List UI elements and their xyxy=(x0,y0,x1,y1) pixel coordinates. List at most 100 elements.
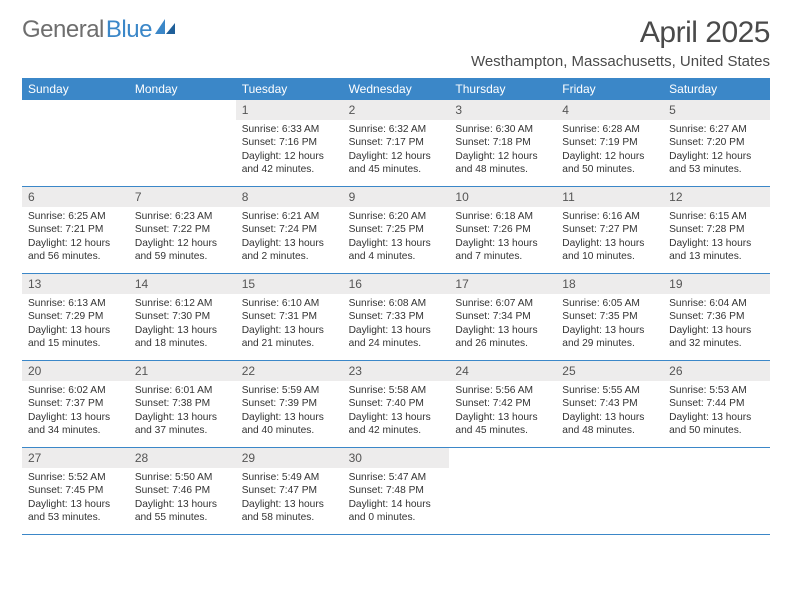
day-details: Sunrise: 6:25 AMSunset: 7:21 PMDaylight:… xyxy=(22,207,129,268)
day-sunset: Sunset: 7:24 PM xyxy=(242,223,337,236)
month-title: April 2025 xyxy=(471,16,770,50)
day-sunrise: Sunrise: 5:59 AM xyxy=(242,384,337,397)
day-details: Sunrise: 5:47 AMSunset: 7:48 PMDaylight:… xyxy=(343,468,450,529)
day-details: Sunrise: 6:20 AMSunset: 7:25 PMDaylight:… xyxy=(343,207,450,268)
day-day2: and 34 minutes. xyxy=(28,424,123,437)
day-number: 14 xyxy=(129,274,236,294)
day-day1: Daylight: 13 hours xyxy=(455,237,550,250)
day-details: Sunrise: 5:59 AMSunset: 7:39 PMDaylight:… xyxy=(236,381,343,442)
calendar-week: 1Sunrise: 6:33 AMSunset: 7:16 PMDaylight… xyxy=(22,100,770,187)
day-day2: and 56 minutes. xyxy=(28,250,123,263)
day-sunset: Sunset: 7:28 PM xyxy=(669,223,764,236)
calendar-day: 16Sunrise: 6:08 AMSunset: 7:33 PMDayligh… xyxy=(343,274,450,360)
calendar-day: 30Sunrise: 5:47 AMSunset: 7:48 PMDayligh… xyxy=(343,448,450,534)
calendar-day: 21Sunrise: 6:01 AMSunset: 7:38 PMDayligh… xyxy=(129,361,236,447)
day-details: Sunrise: 5:49 AMSunset: 7:47 PMDaylight:… xyxy=(236,468,343,529)
day-sunset: Sunset: 7:26 PM xyxy=(455,223,550,236)
day-details: Sunrise: 6:16 AMSunset: 7:27 PMDaylight:… xyxy=(556,207,663,268)
day-day2: and 40 minutes. xyxy=(242,424,337,437)
day-day2: and 2 minutes. xyxy=(242,250,337,263)
day-details: Sunrise: 6:05 AMSunset: 7:35 PMDaylight:… xyxy=(556,294,663,355)
calendar-day: 23Sunrise: 5:58 AMSunset: 7:40 PMDayligh… xyxy=(343,361,450,447)
day-day2: and 53 minutes. xyxy=(669,163,764,176)
day-sunrise: Sunrise: 6:13 AM xyxy=(28,297,123,310)
day-sunset: Sunset: 7:44 PM xyxy=(669,397,764,410)
day-sunrise: Sunrise: 6:23 AM xyxy=(135,210,230,223)
day-number: 17 xyxy=(449,274,556,294)
day-number: 16 xyxy=(343,274,450,294)
day-details: Sunrise: 6:18 AMSunset: 7:26 PMDaylight:… xyxy=(449,207,556,268)
day-sunrise: Sunrise: 6:21 AM xyxy=(242,210,337,223)
calendar-day: 2Sunrise: 6:32 AMSunset: 7:17 PMDaylight… xyxy=(343,100,450,186)
day-day1: Daylight: 13 hours xyxy=(135,324,230,337)
day-number: 1 xyxy=(236,100,343,120)
calendar-day: 24Sunrise: 5:56 AMSunset: 7:42 PMDayligh… xyxy=(449,361,556,447)
day-day2: and 55 minutes. xyxy=(135,511,230,524)
day-day2: and 24 minutes. xyxy=(349,337,444,350)
day-sunrise: Sunrise: 5:58 AM xyxy=(349,384,444,397)
day-day2: and 50 minutes. xyxy=(669,424,764,437)
weekday-header: Monday xyxy=(129,78,236,100)
calendar-day: 6Sunrise: 6:25 AMSunset: 7:21 PMDaylight… xyxy=(22,187,129,273)
day-sunset: Sunset: 7:37 PM xyxy=(28,397,123,410)
day-number: 6 xyxy=(22,187,129,207)
calendar-day xyxy=(129,100,236,186)
day-number: 12 xyxy=(663,187,770,207)
day-sunrise: Sunrise: 6:01 AM xyxy=(135,384,230,397)
day-day1: Daylight: 14 hours xyxy=(349,498,444,511)
day-day1: Daylight: 13 hours xyxy=(562,324,657,337)
calendar-day: 8Sunrise: 6:21 AMSunset: 7:24 PMDaylight… xyxy=(236,187,343,273)
day-sunrise: Sunrise: 6:07 AM xyxy=(455,297,550,310)
day-day1: Daylight: 13 hours xyxy=(28,324,123,337)
day-sunrise: Sunrise: 6:33 AM xyxy=(242,123,337,136)
calendar-day: 11Sunrise: 6:16 AMSunset: 7:27 PMDayligh… xyxy=(556,187,663,273)
day-number: 20 xyxy=(22,361,129,381)
day-number: 4 xyxy=(556,100,663,120)
day-day2: and 37 minutes. xyxy=(135,424,230,437)
calendar-day: 13Sunrise: 6:13 AMSunset: 7:29 PMDayligh… xyxy=(22,274,129,360)
day-sunrise: Sunrise: 6:10 AM xyxy=(242,297,337,310)
day-sunset: Sunset: 7:47 PM xyxy=(242,484,337,497)
day-day2: and 42 minutes. xyxy=(242,163,337,176)
calendar-week: 27Sunrise: 5:52 AMSunset: 7:45 PMDayligh… xyxy=(22,448,770,535)
weekday-header: Wednesday xyxy=(343,78,450,100)
calendar-day: 15Sunrise: 6:10 AMSunset: 7:31 PMDayligh… xyxy=(236,274,343,360)
day-number: 7 xyxy=(129,187,236,207)
day-day2: and 13 minutes. xyxy=(669,250,764,263)
day-day2: and 45 minutes. xyxy=(349,163,444,176)
day-sunrise: Sunrise: 6:15 AM xyxy=(669,210,764,223)
day-details: Sunrise: 6:12 AMSunset: 7:30 PMDaylight:… xyxy=(129,294,236,355)
calendar-day: 28Sunrise: 5:50 AMSunset: 7:46 PMDayligh… xyxy=(129,448,236,534)
calendar-day: 7Sunrise: 6:23 AMSunset: 7:22 PMDaylight… xyxy=(129,187,236,273)
page-header: GeneralBlue April 2025 Westhampton, Mass… xyxy=(22,16,770,70)
day-sunrise: Sunrise: 6:32 AM xyxy=(349,123,444,136)
day-day2: and 58 minutes. xyxy=(242,511,337,524)
day-sunset: Sunset: 7:38 PM xyxy=(135,397,230,410)
day-number: 18 xyxy=(556,274,663,294)
day-day2: and 21 minutes. xyxy=(242,337,337,350)
calendar-day: 5Sunrise: 6:27 AMSunset: 7:20 PMDaylight… xyxy=(663,100,770,186)
day-day2: and 59 minutes. xyxy=(135,250,230,263)
day-day1: Daylight: 13 hours xyxy=(242,498,337,511)
weekday-header: Saturday xyxy=(663,78,770,100)
calendar-day: 29Sunrise: 5:49 AMSunset: 7:47 PMDayligh… xyxy=(236,448,343,534)
day-details: Sunrise: 6:08 AMSunset: 7:33 PMDaylight:… xyxy=(343,294,450,355)
calendar-day: 9Sunrise: 6:20 AMSunset: 7:25 PMDaylight… xyxy=(343,187,450,273)
day-sunset: Sunset: 7:31 PM xyxy=(242,310,337,323)
day-details: Sunrise: 6:32 AMSunset: 7:17 PMDaylight:… xyxy=(343,120,450,181)
day-day1: Daylight: 13 hours xyxy=(349,324,444,337)
calendar-day: 25Sunrise: 5:55 AMSunset: 7:43 PMDayligh… xyxy=(556,361,663,447)
day-number: 2 xyxy=(343,100,450,120)
day-sunset: Sunset: 7:39 PM xyxy=(242,397,337,410)
day-sunrise: Sunrise: 6:04 AM xyxy=(669,297,764,310)
day-sunrise: Sunrise: 5:53 AM xyxy=(669,384,764,397)
day-details: Sunrise: 6:07 AMSunset: 7:34 PMDaylight:… xyxy=(449,294,556,355)
day-day1: Daylight: 13 hours xyxy=(562,237,657,250)
day-sunset: Sunset: 7:46 PM xyxy=(135,484,230,497)
day-day1: Daylight: 13 hours xyxy=(562,411,657,424)
calendar-day: 1Sunrise: 6:33 AMSunset: 7:16 PMDaylight… xyxy=(236,100,343,186)
day-sunset: Sunset: 7:40 PM xyxy=(349,397,444,410)
day-day1: Daylight: 13 hours xyxy=(135,411,230,424)
day-number: 23 xyxy=(343,361,450,381)
day-sunset: Sunset: 7:27 PM xyxy=(562,223,657,236)
